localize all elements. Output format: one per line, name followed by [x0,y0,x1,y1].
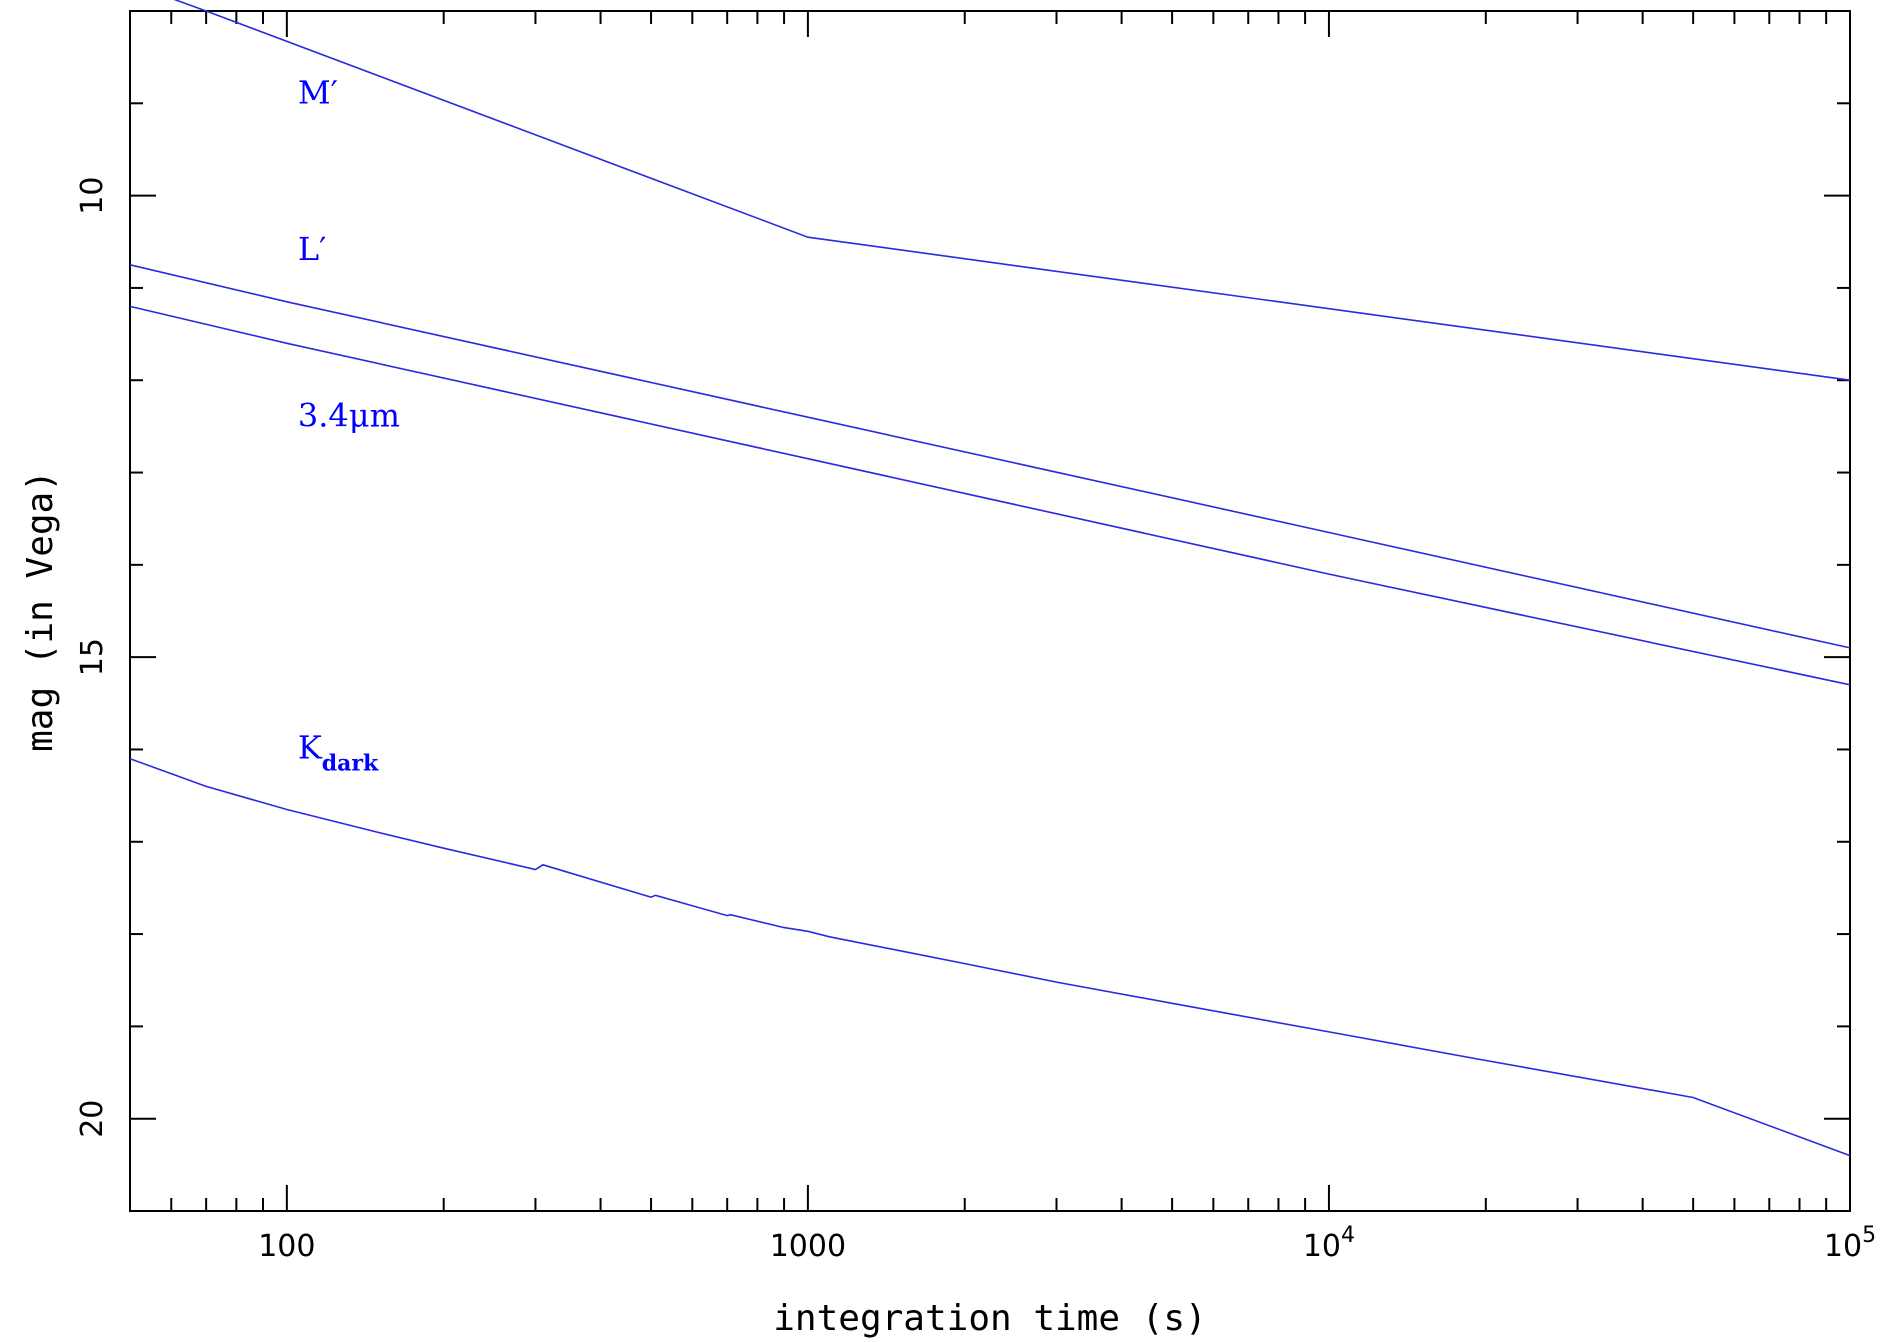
axis-ticks [129,10,1851,1212]
series-label-2: 3.4μm [298,396,400,434]
x-tick-exponent: 4 [1341,1223,1355,1248]
series-label-0: M′ [298,73,338,111]
x-tick-label: 104 [1303,1223,1355,1264]
series-line-3 [129,757,1851,1157]
series-lines [129,0,1851,1157]
x-tick-label: 100 [258,1229,315,1264]
series-line-2 [129,305,1851,686]
series-label-subscript: dark [322,751,379,777]
series-line-1 [129,264,1851,649]
y-axis-title: mag (in Vega) [20,470,61,752]
y-tick-label: 20 [75,1100,110,1138]
tick-labels: 100 1000 104 105 10 15 20 [75,177,1876,1264]
x-tick-exponent: 5 [1862,1223,1876,1248]
series-label-1: L′ [298,230,327,268]
series-line-0 [173,0,1851,381]
x-tick-label: 1000 [770,1229,846,1264]
x-tick-label: 105 [1824,1223,1876,1264]
series-labels: M′ L′ 3.4μm Kdark [298,73,400,776]
series-label-3: Kdark [298,729,379,777]
y-tick-label: 10 [75,177,110,215]
x-axis-title: integration time (s) [773,1298,1206,1339]
plot-frame [129,10,1851,1212]
y-tick-label: 15 [75,638,110,676]
